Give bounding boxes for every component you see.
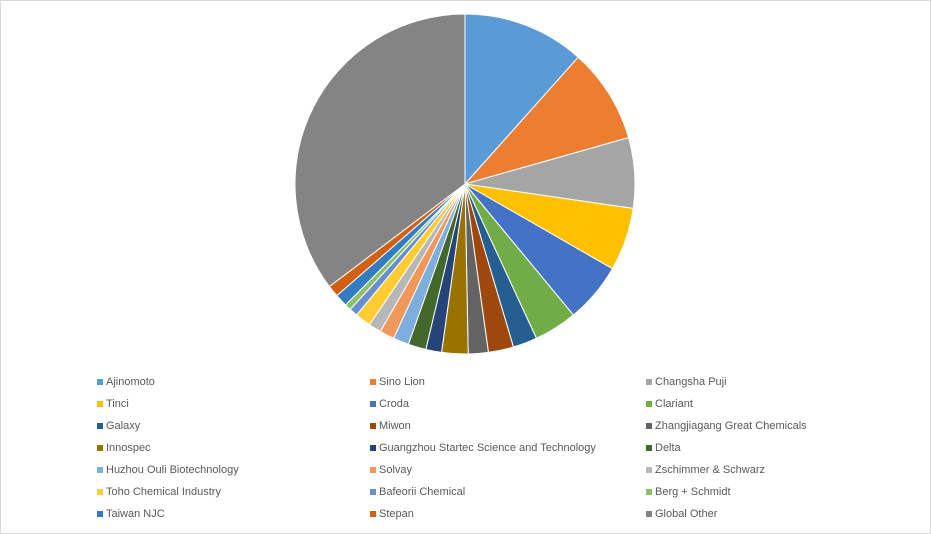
legend-label: Ajinomoto: [106, 376, 155, 388]
legend-marker: [646, 401, 652, 407]
legend-label: Taiwan NJC: [106, 508, 165, 520]
legend-marker: [646, 379, 652, 385]
legend-marker: [97, 401, 103, 407]
legend-label: Global Other: [655, 508, 718, 520]
legend-marker: [646, 445, 652, 451]
legend-label: Tinci: [106, 398, 129, 410]
pie-slice: [464, 13, 579, 186]
legend-label: Zhangjiagang Great Chemicals: [655, 420, 807, 432]
legend-marker: [97, 467, 103, 473]
legend-marker: [97, 423, 103, 429]
legend-label: Croda: [379, 398, 410, 410]
legend-label: Galaxy: [106, 420, 141, 432]
legend-label: Guangzhou Startec Science and Technology: [379, 442, 596, 454]
legend-marker: [97, 511, 103, 517]
legend-marker: [370, 423, 376, 429]
legend-label: Berg + Schmidt: [655, 486, 731, 498]
legend-marker: [646, 511, 652, 517]
pie-slice: [294, 13, 466, 288]
legend-marker: [97, 489, 103, 495]
pie-slice: [463, 56, 630, 185]
legend-marker: [97, 379, 103, 385]
legend-label: Innospec: [106, 442, 151, 454]
legend-label: Clariant: [655, 398, 693, 410]
legend-label: Stepan: [379, 508, 414, 520]
legend-marker: [370, 401, 376, 407]
legend-label: Solvay: [379, 464, 413, 476]
legend-marker: [370, 445, 376, 451]
legend-marker: [370, 511, 376, 517]
legend-marker: [370, 467, 376, 473]
legend-label: Miwon: [379, 420, 411, 432]
legend-label: Sino Lion: [379, 376, 425, 388]
legend-marker: [646, 467, 652, 473]
legend-label: Zschimmer & Schwarz: [655, 464, 765, 476]
legend-marker: [370, 489, 376, 495]
legend-marker: [370, 379, 376, 385]
legend-label: Delta: [655, 442, 682, 454]
legend-marker: [646, 489, 652, 495]
legend-label: Huzhou Ouli Biotechnology: [106, 464, 239, 476]
legend-marker: [97, 445, 103, 451]
legend-label: Bafeorii Chemical: [379, 486, 465, 498]
legend-label: Changsha Puji: [655, 376, 727, 388]
legend-marker: [646, 423, 652, 429]
legend-label: Toho Chemical Industry: [106, 486, 221, 498]
